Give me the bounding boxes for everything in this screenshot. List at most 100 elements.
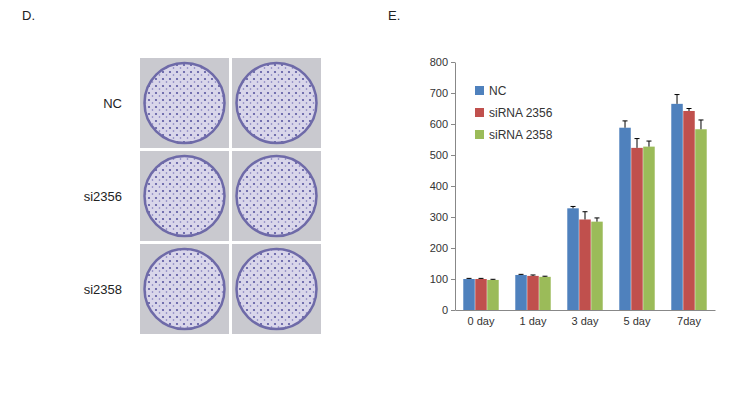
plate <box>140 151 229 241</box>
x-axis-line <box>456 310 716 311</box>
error-bar <box>623 121 628 128</box>
y-tick: 600 <box>430 118 455 130</box>
error-cap <box>594 217 599 218</box>
plate-well <box>145 249 225 329</box>
x-tick-label: 7day <box>677 315 701 327</box>
plate <box>232 58 321 148</box>
row-label: NC <box>103 96 122 111</box>
y-tick-label: 0 <box>442 304 448 316</box>
error-bar <box>479 278 484 280</box>
y-tick-mark <box>451 155 455 156</box>
row-label: si2356 <box>84 189 122 204</box>
error-cap <box>646 141 651 142</box>
bar <box>591 222 602 310</box>
plate <box>140 244 229 334</box>
y-axis-line <box>455 63 456 311</box>
error-cap <box>635 138 640 139</box>
legend: NC siRNA 2356 siRNA 2358 <box>475 84 553 142</box>
error-cap <box>479 278 484 279</box>
error-bar <box>490 279 495 281</box>
y-tick: 300 <box>430 211 455 223</box>
error-cap <box>675 94 680 95</box>
error-bar <box>675 95 680 104</box>
plate-background <box>140 151 229 241</box>
error-bar <box>467 278 472 280</box>
bar <box>643 147 654 310</box>
error-stem <box>700 120 701 129</box>
error-bar <box>646 141 651 147</box>
error-bar <box>519 274 524 276</box>
bar <box>475 279 486 310</box>
y-tick-label: 200 <box>430 242 448 254</box>
error-bar <box>594 218 599 222</box>
y-tick-mark <box>451 279 455 280</box>
legend-label: siRNA 2358 <box>489 128 553 142</box>
plate-well <box>145 63 225 143</box>
bar <box>515 275 526 310</box>
x-tick: 5 day <box>624 315 651 327</box>
legend-label: NC <box>489 84 507 98</box>
y-tick: 800 <box>430 56 455 68</box>
x-tick: 0 day <box>468 315 495 327</box>
error-stem <box>677 95 678 104</box>
plate-background <box>232 151 321 241</box>
error-bar <box>531 274 536 276</box>
plate-well <box>237 63 317 143</box>
error-stem <box>585 212 586 220</box>
bar <box>539 277 550 310</box>
legend-swatch <box>475 108 484 117</box>
y-tick: 100 <box>430 273 455 285</box>
plate-background <box>140 244 229 334</box>
error-stem <box>596 218 597 222</box>
error-bar <box>571 206 576 208</box>
bar <box>579 219 590 310</box>
y-tick-label: 300 <box>430 211 448 223</box>
y-tick-mark <box>451 124 455 125</box>
bar <box>567 208 578 310</box>
y-tick: 500 <box>430 149 455 161</box>
x-tick-label: 1 day <box>520 315 547 327</box>
y-tick: 400 <box>430 180 455 192</box>
error-bar <box>698 120 703 129</box>
bar <box>527 276 538 310</box>
error-cap <box>531 274 536 275</box>
y-tick-mark <box>451 62 455 63</box>
row-label: si2358 <box>84 282 122 297</box>
y-tick-label: 100 <box>430 273 448 285</box>
error-cap <box>519 274 524 275</box>
error-bar <box>635 139 640 148</box>
error-stem <box>625 121 626 128</box>
bar <box>631 148 642 310</box>
y-axis: 0 100 200 300 400 500 600 700 800 <box>430 56 456 316</box>
plate-background <box>140 58 229 148</box>
y-tick-label: 400 <box>430 180 448 192</box>
x-tick-label: 0 day <box>468 315 495 327</box>
error-cap <box>467 278 472 279</box>
error-cap <box>490 279 495 280</box>
x-tick-label: 3 day <box>572 315 599 327</box>
plate <box>232 244 321 334</box>
y-tick: 700 <box>430 87 455 99</box>
x-tick: 3 day <box>572 315 599 327</box>
x-axis: 0 day 1 day 3 day 5 day 7day <box>456 311 716 327</box>
legend-label: siRNA 2356 <box>489 106 553 120</box>
y-tick-mark <box>451 248 455 249</box>
y-tick-mark <box>451 310 455 311</box>
y-tick-mark <box>451 186 455 187</box>
error-stem <box>637 139 638 148</box>
y-tick-mark <box>451 93 455 94</box>
bar <box>619 128 630 310</box>
error-cap <box>623 120 628 121</box>
series <box>487 120 706 310</box>
error-cap <box>571 206 576 207</box>
error-cap <box>583 211 588 212</box>
error-bar <box>687 109 692 111</box>
plate-well <box>145 156 225 236</box>
error-bar <box>542 276 547 278</box>
plate-background <box>232 244 321 334</box>
error-cap <box>542 276 547 277</box>
bar <box>463 279 474 310</box>
bar <box>487 280 498 310</box>
x-tick: 7day <box>677 315 701 327</box>
plate-well <box>237 249 317 329</box>
